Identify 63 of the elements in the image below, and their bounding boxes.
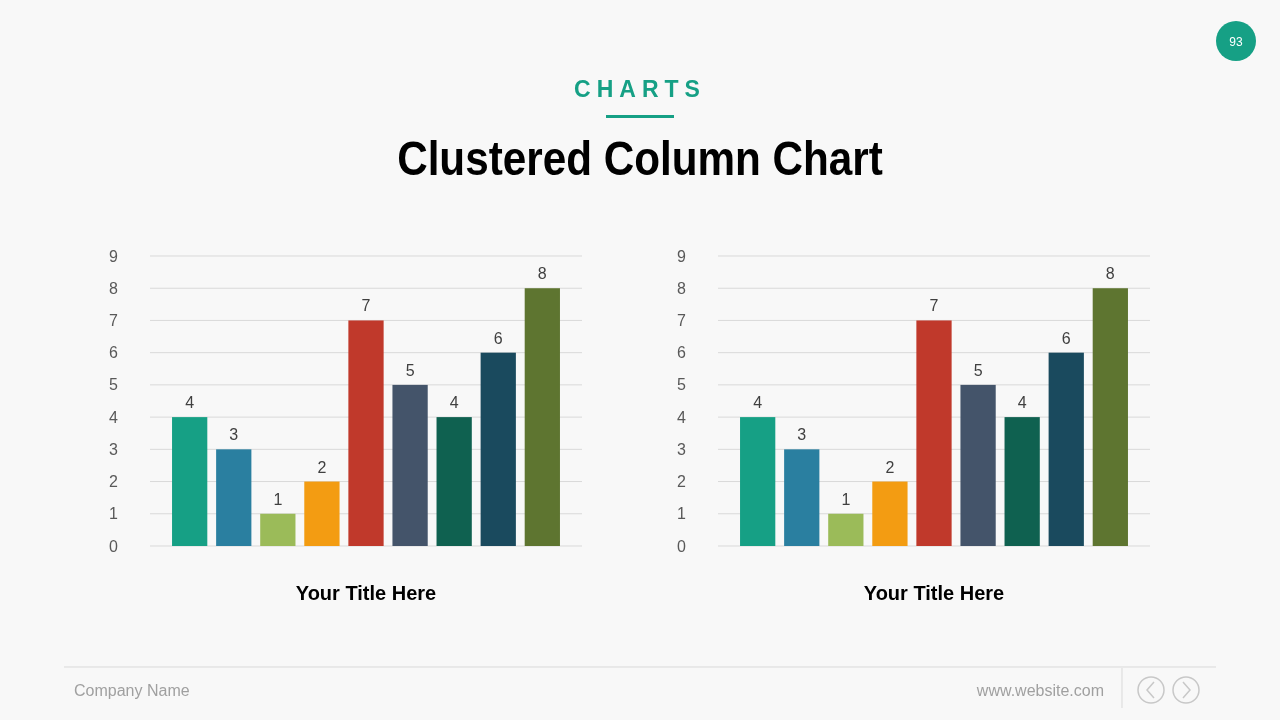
bar	[480, 352, 516, 546]
bar	[872, 481, 908, 546]
y-tick-label: 3	[109, 440, 119, 458]
bar	[1048, 352, 1084, 546]
text: Company Name	[74, 682, 190, 699]
y-tick-label: 4	[677, 408, 687, 426]
y-tick-label: 9	[677, 247, 687, 265]
data-label: 3	[229, 426, 239, 444]
bar	[960, 384, 996, 546]
bar	[304, 481, 340, 546]
data-label: 7	[361, 297, 371, 315]
y-tick-label: 6	[109, 344, 119, 362]
bar	[784, 449, 820, 546]
bar	[260, 513, 296, 546]
y-tick-label: 5	[677, 376, 687, 394]
bar	[916, 320, 952, 546]
data-label: 8	[537, 265, 547, 283]
y-tick-label: 1	[109, 505, 119, 523]
text: Clustered Column Chart	[397, 131, 883, 186]
data-label: 3	[797, 426, 807, 444]
bar	[436, 417, 472, 546]
y-tick-label: 9	[109, 247, 119, 265]
data-label: 6	[1061, 329, 1071, 347]
bar	[1092, 288, 1128, 546]
y-tick-label: 0	[677, 537, 687, 555]
y-tick-label: 2	[677, 473, 687, 491]
text: CHARTS	[574, 76, 706, 102]
data-label: 5	[405, 361, 415, 379]
y-tick-label: 7	[677, 312, 687, 330]
data-label: 4	[449, 394, 459, 412]
data-label: 5	[973, 361, 983, 379]
bar	[216, 449, 252, 546]
y-tick-label: 6	[677, 344, 687, 362]
data-label: 4	[1017, 394, 1027, 412]
data-label: 1	[273, 490, 283, 508]
y-tick-label: 5	[109, 376, 119, 394]
data-label: 7	[929, 297, 939, 315]
y-tick-label: 8	[677, 279, 687, 297]
bar	[828, 513, 864, 546]
data-label: 2	[885, 458, 895, 476]
bar	[1004, 417, 1040, 546]
data-label: 6	[493, 329, 503, 347]
y-tick-label: 8	[109, 279, 119, 297]
y-tick-label: 3	[677, 440, 687, 458]
data-label: 1	[841, 490, 851, 508]
data-label: 8	[1105, 265, 1115, 283]
bar	[348, 320, 384, 546]
bar	[172, 417, 208, 546]
bar	[524, 288, 560, 546]
y-tick-label: 1	[677, 505, 687, 523]
text: Your Title Here	[295, 582, 437, 604]
y-tick-label: 2	[109, 473, 119, 491]
data-label: 2	[317, 458, 327, 476]
data-label: 4	[753, 394, 763, 412]
bar	[740, 417, 776, 546]
y-tick-label: 7	[109, 312, 119, 330]
y-tick-label: 4	[109, 408, 119, 426]
y-tick-label: 0	[109, 537, 119, 555]
text: Your Title Here	[863, 582, 1005, 604]
bar	[392, 384, 428, 546]
text: www.website.com	[975, 682, 1104, 699]
data-label: 4	[185, 394, 195, 412]
text: 93	[1229, 35, 1243, 49]
